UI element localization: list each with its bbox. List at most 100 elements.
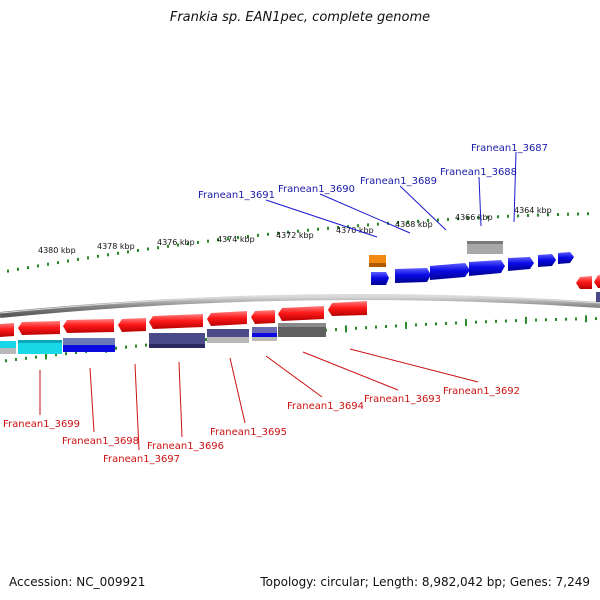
gene-forward[interactable]: [469, 260, 505, 276]
gene-forward[interactable]: [558, 252, 574, 264]
gene-reverse[interactable]: [328, 301, 367, 316]
forward-genes: [369, 241, 600, 302]
major-tick: [405, 321, 407, 329]
scale-label: 4378 kbp: [97, 242, 135, 251]
gene-label-reverse[interactable]: Franean1_3693: [364, 394, 441, 405]
gene-label-reverse[interactable]: Franean1_3692: [443, 386, 520, 397]
gene-cyan-shade: [18, 340, 62, 343]
minor-tick: [307, 228, 309, 232]
gene-label-forward[interactable]: Franean1_3688: [440, 167, 517, 178]
minor-tick: [367, 223, 369, 227]
minor-tick: [547, 213, 549, 217]
gene-label-reverse[interactable]: Franean1_3697: [103, 454, 180, 465]
minor-tick: [27, 266, 29, 270]
gene-reverse[interactable]: [594, 275, 600, 288]
gene-cyan[interactable]: [0, 341, 16, 348]
minor-tick: [327, 226, 329, 230]
minor-tick: [427, 219, 429, 223]
minor-tick: [517, 214, 519, 218]
gene-slate[interactable]: [207, 329, 249, 337]
minor-tick: [57, 261, 59, 265]
minor-tick: [137, 248, 139, 252]
gene-label-reverse[interactable]: Franean1_3699: [3, 419, 80, 430]
forward-leaders: [265, 151, 517, 238]
minor-tick: [7, 269, 9, 273]
gene-reverse[interactable]: [251, 310, 275, 324]
minor-tick: [347, 225, 349, 229]
gene-reverse[interactable]: [576, 276, 592, 289]
minor-tick: [577, 212, 579, 216]
gene-blue[interactable]: [63, 345, 115, 352]
scale-labels: 4380 kbp 4378 kbp 4376 kbp 4374 kbp 4372…: [38, 206, 552, 255]
minor-tick: [407, 220, 409, 224]
forward-tick-track: [7, 212, 589, 273]
minor-tick: [47, 262, 49, 266]
gene-forward[interactable]: [395, 268, 431, 283]
reverse-genes: [0, 301, 367, 354]
gene-forward[interactable]: [430, 263, 470, 280]
minor-tick: [595, 317, 597, 321]
gene-slate[interactable]: [63, 338, 115, 345]
gene-gray[interactable]: [252, 337, 277, 341]
gene-label-forward[interactable]: Franean1_3689: [360, 176, 437, 187]
major-tick: [465, 319, 467, 327]
gene-forward[interactable]: [508, 257, 534, 271]
map-title: Frankia sp. EAN1pec, complete genome: [169, 10, 431, 25]
minor-tick: [477, 216, 479, 220]
minor-tick: [217, 238, 219, 242]
major-tick: [585, 315, 587, 323]
major-tick: [525, 316, 527, 324]
gene-gray[interactable]: [207, 337, 249, 343]
minor-tick: [77, 257, 79, 261]
gene-cyan[interactable]: [18, 340, 62, 354]
gene-slate[interactable]: [149, 333, 205, 347]
scale-label: 4370 kbp: [336, 226, 374, 235]
gene-reverse[interactable]: [207, 311, 247, 326]
minor-tick: [267, 232, 269, 236]
gene-label-forward[interactable]: Franean1_3691: [198, 190, 275, 201]
gene-blue[interactable]: [252, 333, 277, 337]
minor-tick: [457, 217, 459, 221]
gene-reverse[interactable]: [149, 314, 203, 329]
gene-label-reverse[interactable]: Franean1_3694: [287, 401, 364, 412]
minor-tick: [187, 242, 189, 246]
gene-label-forward[interactable]: Franean1_3690: [278, 184, 355, 195]
gene-reverse[interactable]: [63, 319, 114, 333]
minor-tick: [537, 213, 539, 217]
minor-tick: [587, 212, 589, 216]
gene-reverse[interactable]: [18, 321, 60, 335]
gene-label-reverse[interactable]: Franean1_3695: [210, 427, 287, 438]
gene-slate[interactable]: [252, 327, 277, 333]
minor-tick: [197, 240, 199, 244]
gene-forward[interactable]: [538, 254, 556, 267]
minor-tick: [505, 319, 507, 323]
topology-text: Topology: circular; Length: 8,982,042 bp…: [260, 575, 590, 589]
minor-tick: [37, 264, 39, 268]
minor-tick: [117, 251, 119, 255]
minor-tick: [5, 359, 7, 363]
minor-tick: [127, 250, 129, 254]
gene-slate[interactable]: [596, 292, 600, 302]
gene-label-reverse[interactable]: Franean1_3696: [147, 441, 224, 452]
minor-tick: [125, 345, 127, 349]
scale-label: 4380 kbp: [38, 246, 76, 255]
minor-tick: [55, 353, 57, 357]
forward-labels: Franean1_3691 Franean1_3690 Franean1_368…: [198, 143, 548, 201]
minor-tick: [545, 318, 547, 322]
gene-reverse[interactable]: [0, 323, 14, 337]
minor-tick: [237, 236, 239, 240]
minor-tick: [555, 317, 557, 321]
gene-reverse[interactable]: [118, 318, 146, 332]
minor-tick: [97, 254, 99, 258]
minor-tick: [557, 213, 559, 217]
gene-label-forward[interactable]: Franean1_3687: [471, 143, 548, 154]
gene-reverse[interactable]: [278, 306, 324, 321]
gene-label-reverse[interactable]: Franean1_3698: [62, 436, 139, 447]
minor-tick: [205, 338, 207, 342]
chromosome-backbone: [0, 294, 600, 318]
gene-forward[interactable]: [371, 272, 389, 285]
gene-gray[interactable]: [467, 241, 503, 254]
minor-tick: [35, 355, 37, 359]
minor-tick: [67, 259, 69, 263]
